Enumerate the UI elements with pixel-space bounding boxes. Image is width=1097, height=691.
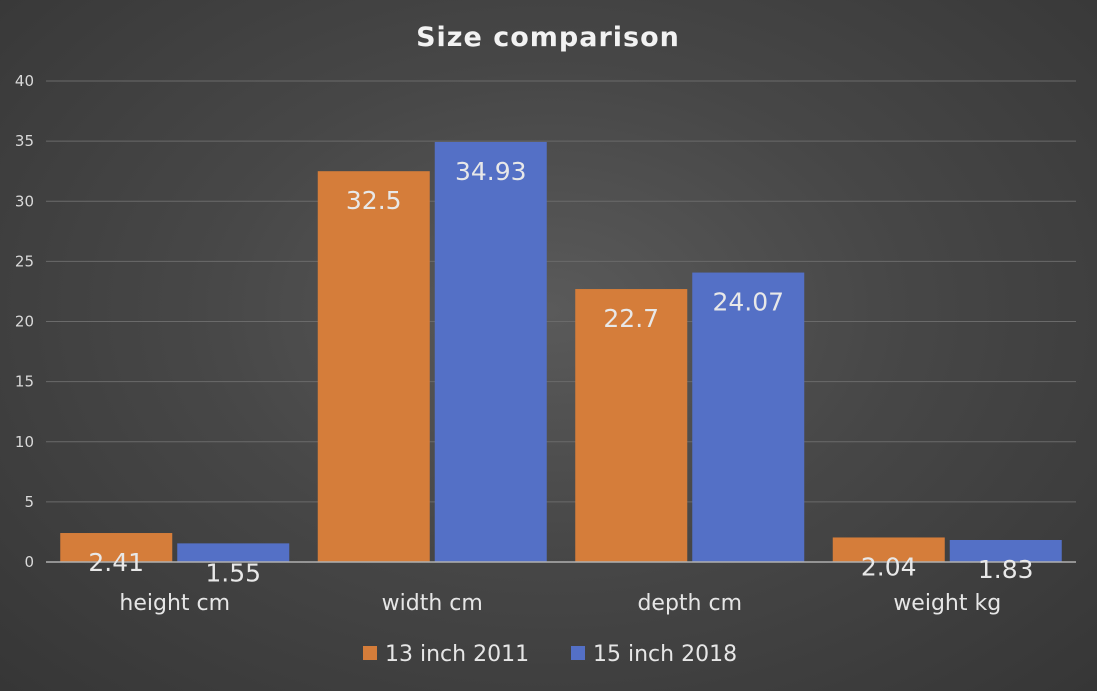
bar-series2	[177, 543, 290, 562]
data-label: 32.5	[346, 186, 402, 215]
data-labels: 2.41 1.55 32.5 34.93 22.7 24.07 2.04 1.83	[88, 157, 1033, 587]
y-tick-label: 5	[24, 493, 34, 511]
x-category-label: depth cm	[637, 591, 742, 616]
y-tick-label: 20	[15, 313, 34, 331]
y-tick-label: 0	[24, 553, 34, 571]
bar-series1	[60, 533, 173, 562]
data-label: 24.07	[712, 288, 784, 317]
chart-title: Size comparison	[416, 22, 680, 53]
y-axis-ticks: 0 5 10 15 20 25 30 35 40	[15, 72, 34, 571]
data-label: 22.7	[603, 304, 659, 333]
legend-swatch	[363, 646, 377, 660]
bar-series2	[434, 141, 547, 563]
data-label: 1.55	[205, 558, 261, 587]
x-category-label: weight kg	[893, 591, 1001, 616]
y-tick-label: 10	[15, 433, 34, 451]
gridlines	[46, 80, 1076, 503]
bar-series2	[949, 539, 1062, 562]
x-category-label: width cm	[382, 591, 483, 616]
legend: 13 inch 2011 15 inch 2018	[363, 642, 737, 667]
bar-series2	[692, 272, 805, 562]
legend-swatch	[571, 646, 585, 660]
x-axis-categories: height cm width cm depth cm weight kg	[119, 591, 1001, 616]
y-tick-label: 40	[15, 72, 34, 90]
bar-series1	[832, 537, 945, 562]
data-label: 1.83	[978, 555, 1034, 584]
data-label: 2.04	[861, 552, 917, 581]
data-label: 34.93	[455, 157, 527, 186]
bar-series1	[575, 289, 688, 562]
bars	[60, 141, 1062, 563]
y-tick-label: 25	[15, 252, 34, 270]
y-tick-label: 35	[15, 132, 34, 150]
y-tick-label: 30	[15, 192, 34, 210]
data-label: 2.41	[88, 548, 144, 577]
y-tick-label: 15	[15, 373, 34, 391]
legend-label: 13 inch 2011	[385, 642, 529, 667]
legend-label: 15 inch 2018	[593, 642, 737, 667]
bar-series1	[317, 171, 430, 562]
x-category-label: height cm	[119, 591, 230, 616]
